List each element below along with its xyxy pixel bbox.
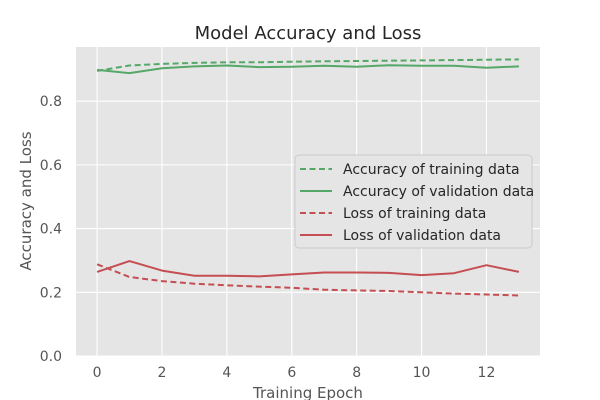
y-axis-label: Accuracy and Loss bbox=[17, 131, 35, 270]
x-tick-label: 8 bbox=[352, 365, 361, 381]
series-lines bbox=[96, 58, 520, 297]
legend-label: Accuracy of validation data bbox=[343, 184, 534, 200]
x-tick-label: 10 bbox=[413, 365, 431, 381]
series-line-3 bbox=[96, 263, 519, 297]
x-tick-label: 0 bbox=[93, 365, 102, 381]
y-tick-label: 0.4 bbox=[40, 222, 62, 238]
legend-label: Accuracy of training data bbox=[343, 162, 520, 178]
legend-box bbox=[294, 154, 533, 249]
series-line-4 bbox=[96, 260, 520, 278]
x-tick-label: 2 bbox=[158, 365, 167, 381]
series-line-2 bbox=[97, 64, 519, 75]
chart-title: Model Accuracy and Loss bbox=[195, 23, 422, 44]
x-tick-label: 4 bbox=[222, 365, 231, 381]
y-tick-label: 0.8 bbox=[40, 94, 62, 110]
y-tick-label: 0.6 bbox=[40, 158, 62, 174]
legend-label: Loss of training data bbox=[343, 206, 486, 222]
legend: Accuracy of training data Accuracy of val… bbox=[294, 154, 534, 249]
y-tick-label: 0.0 bbox=[40, 349, 62, 365]
x-tick-label: 6 bbox=[287, 365, 296, 381]
y-tick-label: 0.2 bbox=[40, 285, 62, 301]
legend-label: Loss of validation data bbox=[343, 228, 501, 244]
series-line-1 bbox=[96, 58, 519, 72]
tick-labels: 0 2 4 6 8 10 12 0.0 0.2 0.4 0.6 0.8 bbox=[40, 94, 496, 381]
x-axis-label: Training Epoch bbox=[252, 384, 363, 400]
x-tick-label: 12 bbox=[478, 365, 496, 381]
